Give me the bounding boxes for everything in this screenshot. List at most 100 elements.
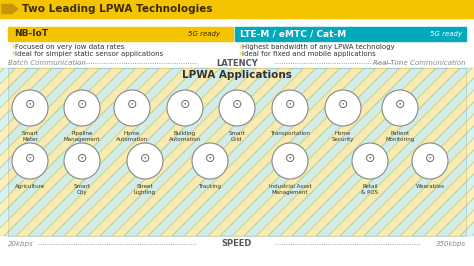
Text: Street
Lighting: Street Lighting [134, 184, 156, 195]
Polygon shape [352, 68, 474, 236]
Polygon shape [316, 68, 474, 236]
Polygon shape [424, 68, 474, 236]
Text: ⊙: ⊙ [232, 98, 242, 111]
Polygon shape [0, 68, 16, 236]
Text: Real-Time Communication: Real-Time Communication [374, 60, 466, 66]
Text: Highest bandwidth of any LPWA technology: Highest bandwidth of any LPWA technology [242, 44, 395, 50]
Bar [8, 68, 466, 236]
Text: Pipeline
Management: Pipeline Management [64, 131, 100, 142]
Polygon shape [0, 68, 136, 236]
Text: Retail
& POS: Retail & POS [362, 184, 379, 195]
Polygon shape [0, 68, 160, 236]
Text: ›: › [11, 43, 14, 52]
Text: ⊙: ⊙ [425, 152, 435, 164]
Text: Batch Communication: Batch Communication [8, 60, 86, 66]
Text: Smart
City: Smart City [73, 184, 91, 195]
Circle shape [325, 90, 361, 126]
Polygon shape [400, 68, 474, 236]
Polygon shape [148, 68, 328, 236]
Polygon shape [64, 68, 244, 236]
Polygon shape [340, 68, 474, 236]
Circle shape [167, 90, 203, 126]
Polygon shape [364, 68, 474, 236]
Text: ›: › [238, 43, 241, 52]
Text: Transportation: Transportation [270, 131, 310, 136]
Polygon shape [0, 68, 52, 236]
Polygon shape [220, 68, 400, 236]
Text: LTE-M / eMTC / Cat-M: LTE-M / eMTC / Cat-M [240, 30, 346, 39]
Polygon shape [0, 68, 88, 236]
Polygon shape [436, 68, 474, 236]
Text: Home
Security: Home Security [332, 131, 354, 142]
Bar [235, 27, 466, 41]
Polygon shape [388, 68, 474, 236]
Circle shape [382, 90, 418, 126]
Polygon shape [460, 68, 474, 236]
Text: ⊙: ⊙ [205, 152, 215, 164]
Polygon shape [0, 68, 4, 236]
Polygon shape [208, 68, 388, 236]
Polygon shape [0, 68, 124, 236]
Polygon shape [184, 68, 364, 236]
Text: Tracking: Tracking [199, 184, 221, 189]
Text: ⊙: ⊙ [127, 98, 137, 111]
Circle shape [272, 143, 308, 179]
Polygon shape [292, 68, 472, 236]
Text: LPWA Applications: LPWA Applications [182, 70, 292, 80]
Circle shape [12, 143, 48, 179]
Bar [0, 0, 474, 18]
Polygon shape [0, 68, 40, 236]
Circle shape [114, 90, 150, 126]
Text: SPEED: SPEED [222, 239, 252, 248]
Polygon shape [172, 68, 352, 236]
Text: Agriculture: Agriculture [15, 184, 45, 189]
Text: ›: › [11, 49, 14, 59]
Text: 5G ready: 5G ready [188, 31, 220, 37]
Text: 350kbps: 350kbps [436, 241, 466, 247]
Text: ⊙: ⊙ [180, 98, 190, 111]
Text: ⊙: ⊙ [338, 98, 348, 111]
Polygon shape [448, 68, 474, 236]
Circle shape [352, 143, 388, 179]
Bar [8, 68, 466, 236]
Text: Ideal for fixed and mobile applications: Ideal for fixed and mobile applications [242, 51, 376, 57]
Text: ⊙: ⊙ [25, 98, 35, 111]
Text: ⊙: ⊙ [395, 98, 405, 111]
Text: Industrial Asset
Management: Industrial Asset Management [269, 184, 311, 195]
Text: Home
Automation: Home Automation [116, 131, 148, 142]
Circle shape [219, 90, 255, 126]
Text: Smart
Grid: Smart Grid [228, 131, 246, 142]
Polygon shape [0, 68, 100, 236]
Polygon shape [0, 68, 112, 236]
Polygon shape [16, 68, 196, 236]
Text: Smart
Meter: Smart Meter [21, 131, 38, 142]
Text: 5G ready: 5G ready [430, 31, 462, 37]
Polygon shape [268, 68, 448, 236]
Circle shape [64, 143, 100, 179]
Text: Building
Automation: Building Automation [169, 131, 201, 142]
Circle shape [12, 90, 48, 126]
Polygon shape [0, 68, 76, 236]
Text: Focused on very low data rates: Focused on very low data rates [15, 44, 124, 50]
Polygon shape [304, 68, 474, 236]
Text: 20kbps: 20kbps [8, 241, 34, 247]
Polygon shape [196, 68, 376, 236]
Text: LATENCY: LATENCY [216, 59, 258, 68]
Text: Wearables: Wearables [416, 184, 445, 189]
Polygon shape [472, 68, 474, 236]
Text: ⊙: ⊙ [77, 98, 87, 111]
Text: ⊙: ⊙ [285, 98, 295, 111]
Circle shape [64, 90, 100, 126]
Polygon shape [376, 68, 474, 236]
Polygon shape [160, 68, 340, 236]
Polygon shape [0, 68, 148, 236]
Polygon shape [256, 68, 436, 236]
Circle shape [192, 143, 228, 179]
Text: ⊙: ⊙ [365, 152, 375, 164]
Polygon shape [76, 68, 256, 236]
Polygon shape [0, 68, 172, 236]
Polygon shape [124, 68, 304, 236]
Polygon shape [412, 68, 474, 236]
Text: ⊙: ⊙ [77, 152, 87, 164]
Polygon shape [40, 68, 220, 236]
